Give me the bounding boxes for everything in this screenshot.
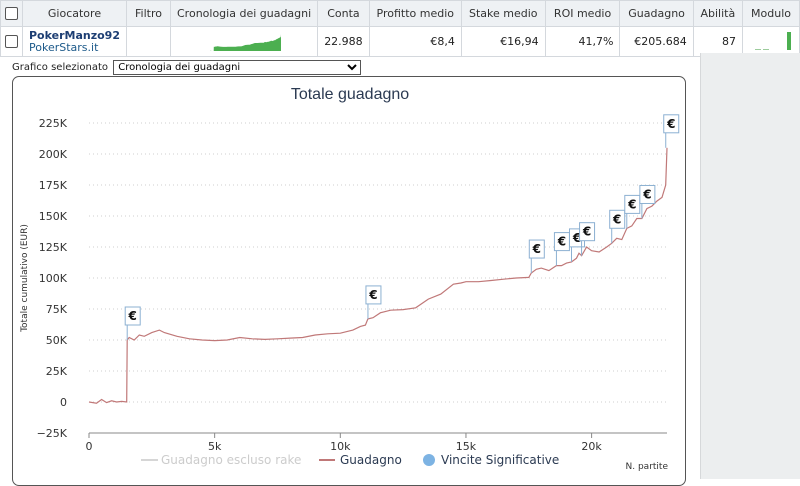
legend-label-rakeless: Guadagno escluso rake (161, 453, 301, 467)
y-tick-label: 50K (46, 334, 68, 347)
x-axis-label: N. partite (626, 462, 669, 472)
column-header-avg-roi[interactable]: ROI medio (544, 0, 621, 27)
select-all-checkbox[interactable] (5, 7, 18, 21)
euro-icon: € (532, 242, 541, 256)
sparkline-area (209, 34, 281, 51)
filter-cell[interactable] (126, 26, 171, 57)
euro-icon: € (612, 212, 621, 226)
players-table: Giocatore Filtro Cronologia dei guadagni… (0, 0, 800, 57)
euro-icon: € (642, 187, 651, 201)
x-tick-label: 5k (208, 440, 222, 453)
column-header-player[interactable]: Giocatore (22, 0, 127, 27)
significant-win-box (124, 306, 141, 326)
chart-selector-label: Grafico selezionato (12, 62, 109, 73)
avg-stake-cell: €16,94 (460, 26, 546, 57)
form-bar-low (755, 49, 761, 50)
profit-chart: Totale guadagno −25K 0 25K 50K 75K 100K 125K 150… (20, 86, 680, 472)
ability-cell: 87 (692, 26, 744, 57)
euro-icon: € (572, 231, 581, 245)
y-tick-label: 225K (39, 117, 68, 130)
x-tick-label: 10k (330, 440, 351, 453)
legend-swatch-significant (423, 454, 435, 466)
significant-win-box (579, 222, 596, 242)
column-header-profit[interactable]: Guadagno (619, 0, 694, 27)
legend-label-profit: Guadagno (340, 453, 402, 467)
avg-profit-cell: €8,4 (368, 26, 462, 57)
column-header-count[interactable]: Conta (317, 0, 370, 27)
side-scroll-area (700, 53, 800, 479)
x-tick-label: 20k (581, 440, 602, 453)
euro-icon: € (368, 288, 377, 302)
x-tick-label: 15k (456, 440, 477, 453)
chart-title: Totale guadagno (291, 86, 409, 103)
form-bar-low (763, 49, 769, 50)
row-select-cell[interactable] (0, 26, 23, 57)
form-sparkline (755, 32, 791, 50)
significant-win-box (528, 239, 545, 259)
y-tick-label: 175K (39, 179, 68, 192)
y-tick-label: 25K (46, 365, 68, 378)
significant-win-box (639, 184, 656, 204)
form-bar-high (787, 32, 791, 50)
chart-type-select[interactable]: Cronologia dei guadagni (113, 60, 362, 75)
chart-panel: Totale guadagno −25K 0 25K 50K 75K 100K 125K 150… (12, 76, 686, 486)
y-tick-label: 75K (46, 303, 68, 316)
y-tick-label: 150K (39, 210, 68, 223)
legend-label-significant: Vincite Significative (441, 453, 559, 467)
table-row[interactable]: PokerManzo92 PokerStars.it 22.988 €8,4 €… (0, 26, 800, 57)
y-tick-label: 0 (60, 396, 67, 409)
avg-roi-cell: 41,7% (544, 26, 621, 57)
history-sparkline-cell (169, 26, 319, 57)
series-line (88, 147, 668, 404)
y-tick-label: −25K (37, 427, 68, 440)
count-cell: 22.988 (317, 26, 370, 57)
significant-win-box (624, 194, 641, 214)
column-header-avg-profit[interactable]: Profitto medio (368, 0, 462, 27)
significant-win-box (663, 114, 680, 134)
significant-win-box (609, 209, 626, 229)
column-header-filter[interactable]: Filtro (126, 0, 171, 27)
euro-icon: € (557, 235, 566, 249)
significant-win-box (365, 285, 382, 305)
y-tick-label: 200K (39, 148, 68, 161)
row-checkbox[interactable] (5, 35, 18, 49)
column-header-form[interactable]: Modulo (742, 0, 800, 27)
history-sparkline (209, 34, 281, 51)
euro-icon: € (666, 117, 675, 131)
chart-selector: Grafico selezionato Cronologia dei guada… (12, 60, 362, 75)
form-cell (742, 26, 800, 57)
player-cell[interactable]: PokerManzo92 PokerStars.it (22, 26, 127, 57)
table-header-row: Giocatore Filtro Cronologia dei guadagni… (0, 0, 800, 27)
y-axis-label: Totale cumulativo (EUR) (20, 224, 30, 333)
profit-cell: €205.684 (619, 26, 694, 57)
x-tick-label: 0 (86, 440, 93, 453)
euro-icon: € (582, 225, 591, 239)
player-site: PokerStars.it (29, 40, 99, 54)
select-all-header[interactable] (0, 0, 23, 27)
column-header-history[interactable]: Cronologia dei guadagni (169, 0, 319, 27)
column-header-ability[interactable]: Abilità (692, 0, 744, 27)
player-name[interactable]: PokerManzo92 (29, 28, 120, 42)
y-tick-label: 100K (39, 272, 68, 285)
column-header-avg-stake[interactable]: Stake medio (460, 0, 546, 27)
y-tick-label: 125K (39, 241, 68, 254)
euro-icon: € (627, 197, 636, 211)
euro-icon: € (128, 309, 137, 323)
